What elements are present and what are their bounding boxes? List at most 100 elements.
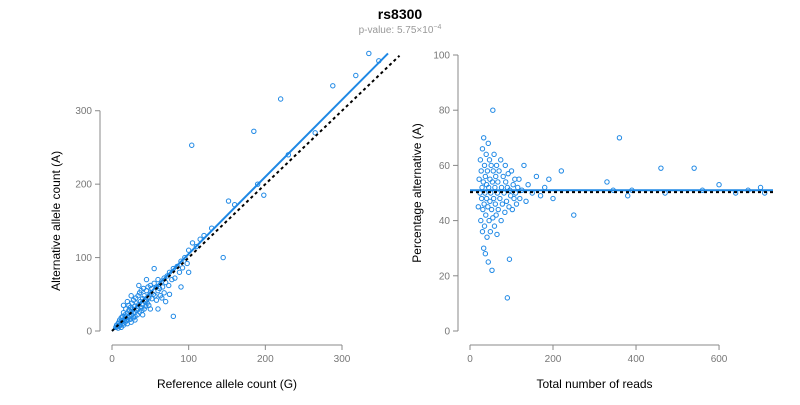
data-point [490,195,497,202]
x-axis-title: Total number of reads [536,377,652,391]
data-point [478,168,484,174]
data-point [489,267,495,273]
data-point [312,130,318,136]
data-point [716,182,722,188]
data-point [166,282,172,289]
data-point [478,195,485,202]
data-point [503,198,510,204]
data-point [496,168,502,174]
data-point [546,176,552,182]
y-tick-label: 200 [75,180,92,191]
data-point [184,260,190,267]
data-point [483,195,490,202]
data-point [486,217,492,224]
data-point [488,162,494,169]
data-point [484,234,490,240]
data-point [498,157,504,163]
x-tick-label: 600 [711,354,728,365]
data-point [509,206,516,213]
y-axis-title: Percentage alternative (A) [410,123,424,262]
data-point [506,256,513,262]
data-point [498,217,504,224]
y-tick-label: 100 [433,51,450,62]
data-point [493,212,499,218]
data-point [487,198,493,204]
data-point [251,128,257,134]
data-point [120,302,127,309]
y-axis-title: Alternative allele count (A) [49,151,63,291]
data-point [625,193,631,199]
data-point [523,198,529,204]
y-tick-label: 20 [439,271,451,282]
x-tick-label: 0 [109,354,115,365]
data-point [170,313,177,320]
data-point [491,223,498,229]
data-point [482,173,489,180]
chart-subtitle: p-value: 5.75×10−4 [359,24,442,36]
data-point [504,184,511,191]
data-point [517,195,523,202]
data-point [558,168,565,174]
data-point [172,275,178,281]
data-point [502,209,508,216]
y-tick-label: 40 [439,216,451,227]
data-point [490,168,496,174]
data-point [143,303,149,309]
data-point [143,276,150,283]
data-point [366,50,372,57]
data-point [513,201,520,207]
data-point [499,201,506,207]
data-point [481,223,488,229]
data-point [480,179,486,185]
data-point [604,179,610,185]
y-tick-label: 100 [75,253,92,264]
data-point [500,173,506,180]
data-point [484,168,491,174]
data-point [353,72,359,79]
data-point [132,317,138,323]
data-point [128,293,134,299]
right-scatter-panel: 0 200 400 600 0 20 40 60 80 100 Total number of re… [410,51,773,391]
data-point [479,228,486,235]
data-point [511,195,517,202]
data-point [136,282,142,289]
data-point [508,168,515,174]
data-point [141,306,147,312]
data-point [482,251,489,257]
data-point [189,142,195,148]
data-point [486,157,493,163]
data-point [492,184,498,191]
data-point [525,182,531,188]
subtitle-prefix: p-value: 5.75×10 [359,25,434,36]
data-point [492,201,499,207]
data-point [495,179,501,185]
data-point [151,265,157,272]
x-tick-label: 400 [628,354,645,365]
data-point [178,284,184,290]
data-point [178,258,184,264]
data-point [147,282,154,289]
data-point [490,107,496,113]
x-tick-label: 200 [257,354,274,365]
data-point [489,179,496,185]
chart-title: rs8300 [378,6,423,22]
data-point [225,198,232,204]
data-point [658,165,664,171]
data-point [475,204,482,210]
data-point [487,176,493,182]
data-point [254,181,261,187]
data-point [505,170,511,177]
data-point [277,96,284,102]
data-point [135,293,141,299]
data-point [485,204,491,210]
data-point [483,151,489,158]
data-point [480,245,487,251]
fit-line [111,52,389,332]
data-point [494,231,500,238]
data-point [521,162,527,169]
data-point [162,298,169,305]
x-tick-label: 0 [467,354,473,365]
y-tick-label: 60 [439,161,451,172]
data-point [691,165,697,171]
